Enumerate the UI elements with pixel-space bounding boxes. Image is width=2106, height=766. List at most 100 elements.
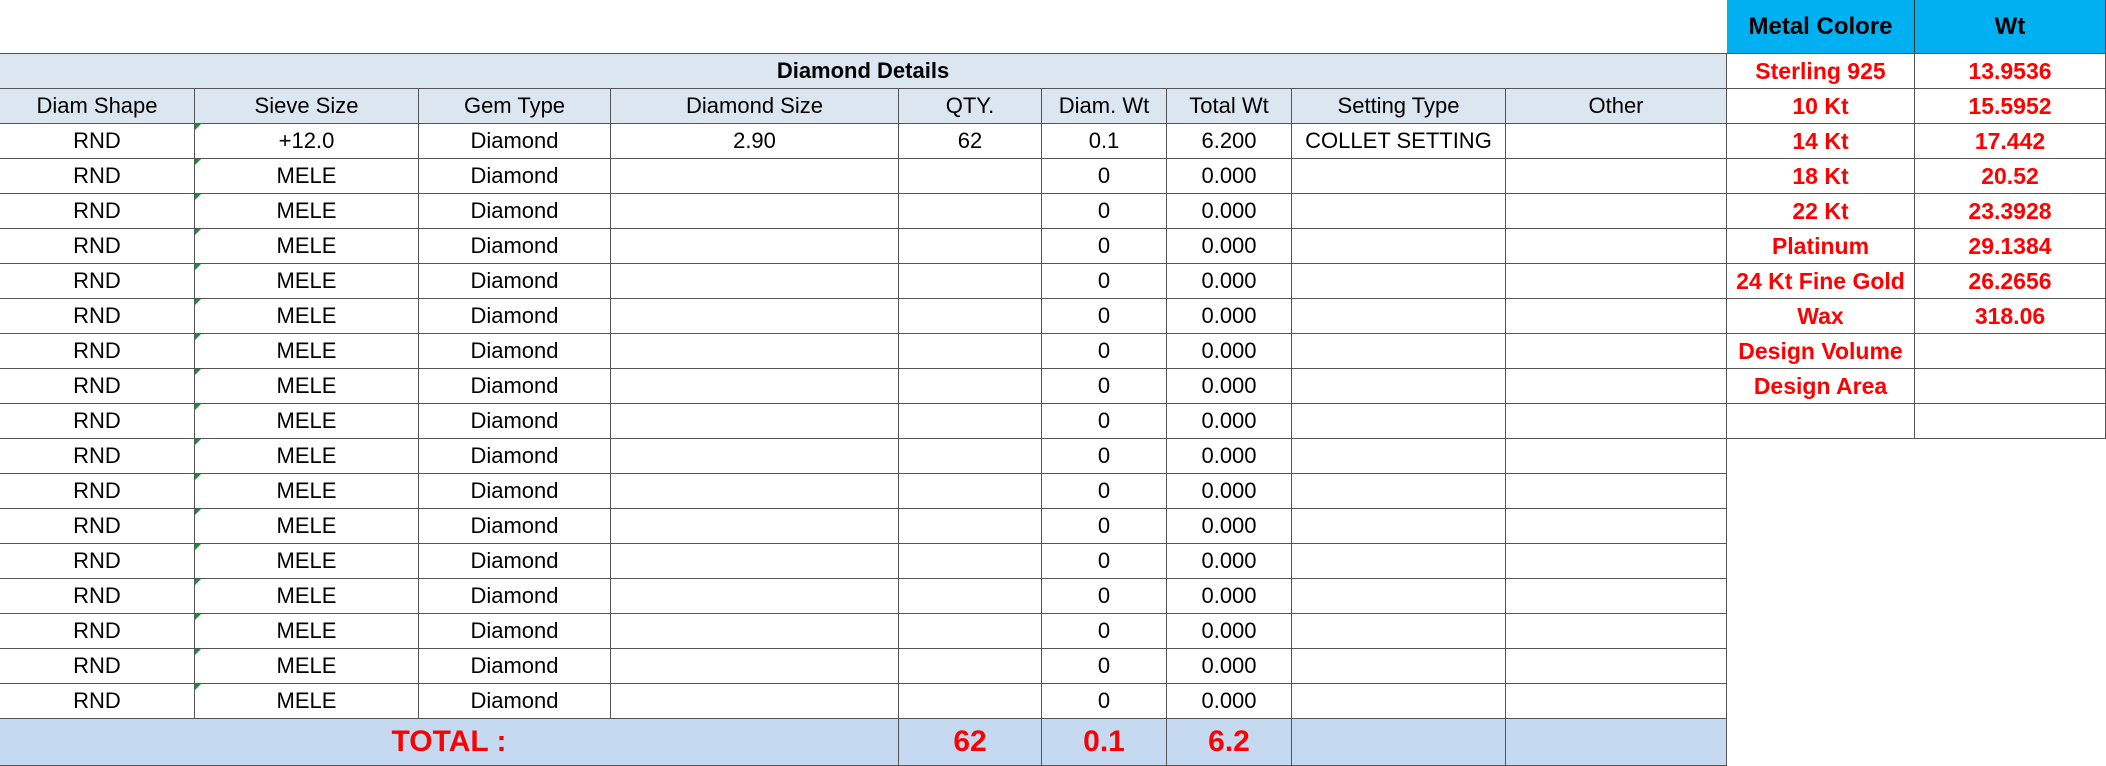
- table-cell: [899, 264, 1042, 299]
- table-cell: RND: [0, 264, 195, 299]
- metal-weight: 15.5952: [1915, 89, 2106, 124]
- table-cell: [899, 614, 1042, 649]
- table-cell: [611, 544, 899, 579]
- table-cell: [1292, 614, 1506, 649]
- table-cell: RND: [0, 544, 195, 579]
- metal-weight: 29.1384: [1915, 229, 2106, 264]
- column-header: Total Wt: [1167, 89, 1292, 124]
- table-cell: MELE: [195, 614, 419, 649]
- metal-weight: 26.2656: [1915, 264, 2106, 299]
- column-header: Diam Shape: [0, 89, 195, 124]
- table-cell: [1292, 439, 1506, 474]
- table-cell: [1292, 264, 1506, 299]
- table-cell: RND: [0, 474, 195, 509]
- table-cell: [1292, 369, 1506, 404]
- table-cell: Diamond: [419, 439, 611, 474]
- table-cell: Diamond: [419, 579, 611, 614]
- table-cell: 0: [1042, 194, 1167, 229]
- column-header: Diam. Wt: [1042, 89, 1167, 124]
- table-cell: 0: [1042, 579, 1167, 614]
- table-cell: 0.000: [1167, 159, 1292, 194]
- metal-header: Metal Colore: [1727, 0, 1915, 54]
- table-cell: [899, 579, 1042, 614]
- table-cell: 0.000: [1167, 544, 1292, 579]
- table-cell: COLLET SETTING: [1292, 124, 1506, 159]
- table-cell: [899, 159, 1042, 194]
- total-value: [1506, 719, 1727, 766]
- table-cell: [899, 229, 1042, 264]
- table-cell: [1292, 229, 1506, 264]
- table-cell: RND: [0, 299, 195, 334]
- table-cell: [1506, 334, 1727, 369]
- table-cell: MELE: [195, 229, 419, 264]
- table-cell: [1506, 194, 1727, 229]
- table-cell: MELE: [195, 509, 419, 544]
- table-cell: [1506, 159, 1727, 194]
- table-cell: Diamond: [419, 299, 611, 334]
- table-cell: RND: [0, 579, 195, 614]
- table-cell: MELE: [195, 299, 419, 334]
- table-cell: [1506, 439, 1727, 474]
- table-cell: RND: [0, 439, 195, 474]
- table-cell: RND: [0, 159, 195, 194]
- table-cell: [1506, 684, 1727, 719]
- table-cell: RND: [0, 509, 195, 544]
- table-cell: 0.000: [1167, 509, 1292, 544]
- table-cell: 0.000: [1167, 684, 1292, 719]
- table-cell: 0.000: [1167, 264, 1292, 299]
- total-value: 62: [899, 719, 1042, 766]
- metal-name: 22 Kt: [1727, 194, 1915, 229]
- table-cell: [611, 474, 899, 509]
- table-cell: Diamond: [419, 544, 611, 579]
- table-cell: [611, 159, 899, 194]
- table-cell: [1292, 509, 1506, 544]
- table-border: [0, 53, 1727, 54]
- column-header: Sieve Size: [195, 89, 419, 124]
- table-cell: RND: [0, 229, 195, 264]
- table-cell: 0: [1042, 229, 1167, 264]
- table-cell: [611, 369, 899, 404]
- metal-weight: 17.442: [1915, 124, 2106, 159]
- table-cell: 0.000: [1167, 229, 1292, 264]
- metal-weight: 23.3928: [1915, 194, 2106, 229]
- table-cell: 6.200: [1167, 124, 1292, 159]
- metal-header: Wt: [1915, 0, 2106, 54]
- table-cell: [611, 229, 899, 264]
- column-header: Gem Type: [419, 89, 611, 124]
- table-cell: [1292, 544, 1506, 579]
- table-cell: Diamond: [419, 684, 611, 719]
- table-cell: RND: [0, 614, 195, 649]
- table-cell: Diamond: [419, 614, 611, 649]
- table-cell: [1506, 649, 1727, 684]
- table-cell: [611, 194, 899, 229]
- table-cell: MELE: [195, 579, 419, 614]
- table-cell: [1292, 334, 1506, 369]
- table-cell: MELE: [195, 684, 419, 719]
- table-cell: [611, 579, 899, 614]
- table-cell: [899, 684, 1042, 719]
- table-cell: [899, 544, 1042, 579]
- total-value: 0.1: [1042, 719, 1167, 766]
- table-cell: [1506, 614, 1727, 649]
- table-cell: [1506, 299, 1727, 334]
- table-cell: [611, 264, 899, 299]
- table-cell: [611, 684, 899, 719]
- table-cell: [899, 404, 1042, 439]
- metal-name: [1727, 404, 1915, 439]
- metal-weight: [1915, 369, 2106, 404]
- metal-weight: [1915, 334, 2106, 369]
- metal-name: Wax: [1727, 299, 1915, 334]
- table-cell: [1292, 194, 1506, 229]
- table-cell: Diamond: [419, 264, 611, 299]
- table-cell: [899, 194, 1042, 229]
- table-cell: RND: [0, 649, 195, 684]
- table-cell: [1506, 229, 1727, 264]
- metal-weight: 20.52: [1915, 159, 2106, 194]
- table-cell: 0.1: [1042, 124, 1167, 159]
- table-cell: Diamond: [419, 474, 611, 509]
- table-cell: 0: [1042, 334, 1167, 369]
- metal-name: Design Area: [1727, 369, 1915, 404]
- total-value: 6.2: [1167, 719, 1292, 766]
